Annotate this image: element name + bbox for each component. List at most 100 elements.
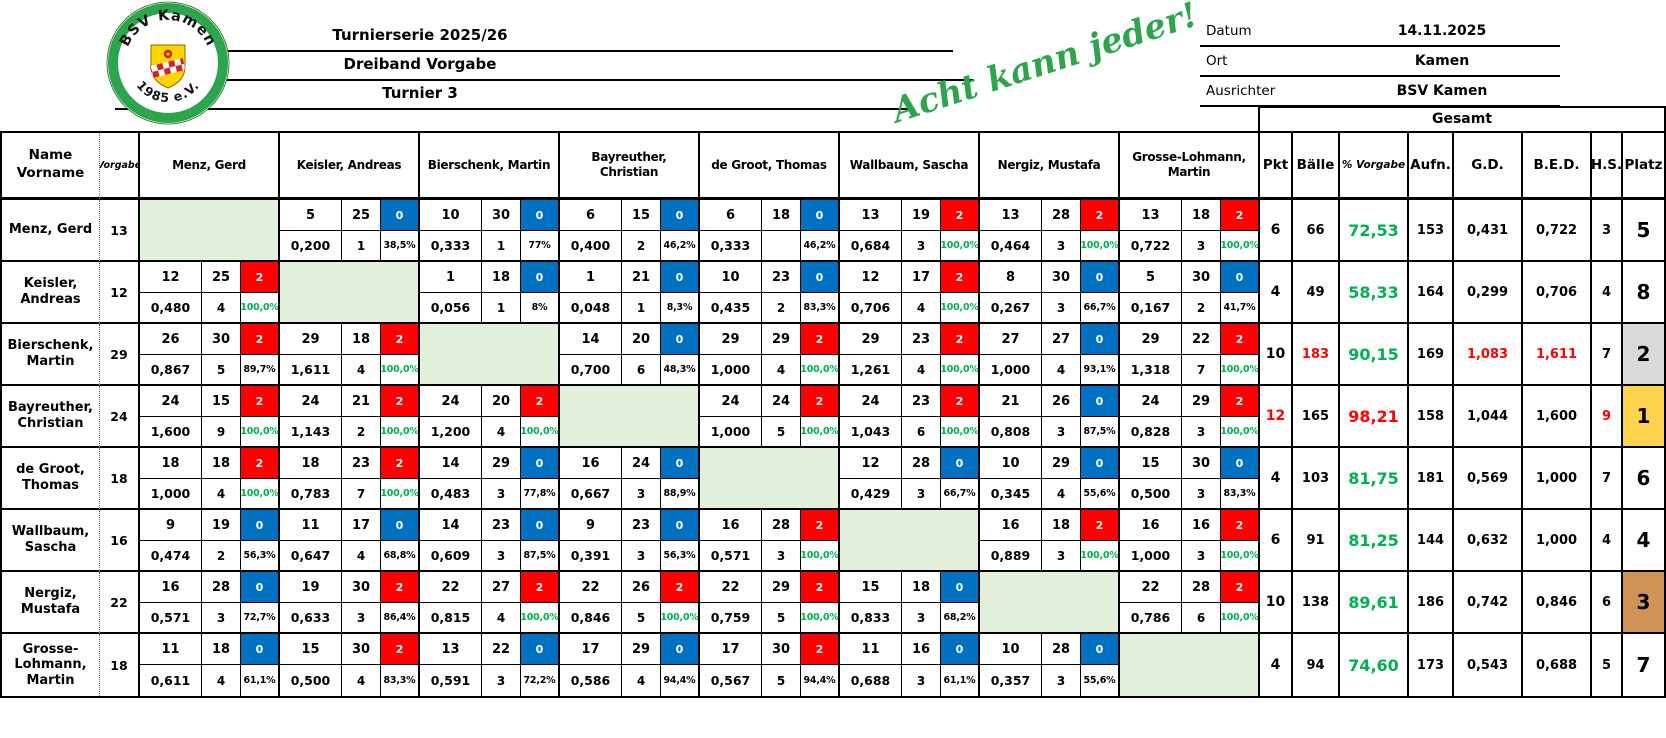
match-highrun: 1: [622, 293, 661, 324]
match-points: 2: [1221, 510, 1260, 541]
match-innings: 30: [202, 324, 241, 355]
total-vorgabe-pct: 89,61: [1340, 572, 1409, 634]
match-balls: 11: [280, 510, 342, 541]
match-innings: 25: [202, 262, 241, 293]
match-balls: 27: [980, 324, 1042, 355]
title-discipline: Dreiband Vorgabe: [343, 55, 497, 73]
match-vorgabe-pct: 100,0%: [941, 293, 980, 324]
total-aufnahmen: 186: [1409, 572, 1454, 634]
match-vorgabe-pct: 38,5%: [381, 231, 420, 262]
match-innings: 18: [482, 262, 521, 293]
match-points: 0: [801, 200, 840, 231]
match-average: 0,786: [1120, 603, 1182, 634]
total-pkt: 10: [1260, 324, 1293, 386]
match-highrun: 2: [622, 231, 661, 262]
match-average: 0,667: [560, 479, 622, 510]
match-innings: 28: [1042, 200, 1081, 231]
total-platz: 5: [1623, 200, 1664, 262]
total-vorgabe-pct: 74,60: [1340, 634, 1409, 696]
match-balls: 24: [420, 386, 482, 417]
total-baelle: 165: [1293, 386, 1340, 448]
match-average: 0,567: [700, 665, 762, 696]
diagonal-cell: [700, 448, 840, 510]
match-vorgabe-pct: 100,0%: [801, 603, 840, 634]
total-bed: 0,688: [1523, 634, 1592, 696]
match-balls: 13: [420, 634, 482, 665]
match-innings: 29: [1042, 448, 1081, 479]
match-vorgabe-pct: 41,7%: [1221, 293, 1260, 324]
match-vorgabe-pct: 100,0%: [1221, 603, 1260, 634]
match-vorgabe-pct: 88,9%: [661, 479, 700, 510]
match-innings: 22: [1182, 324, 1221, 355]
gesamt-col-header: Aufn.: [1409, 133, 1454, 200]
match-balls: 24: [840, 386, 902, 417]
match-innings: 18: [902, 572, 941, 603]
match-vorgabe-pct: 100,0%: [1221, 231, 1260, 262]
match-average: 1,200: [420, 417, 482, 448]
total-pkt: 4: [1260, 262, 1293, 324]
match-innings: 18: [762, 200, 801, 231]
match-innings: 28: [762, 510, 801, 541]
match-points: 2: [521, 386, 560, 417]
total-pkt: 6: [1260, 200, 1293, 262]
match-average: 0,684: [840, 231, 902, 262]
match-points: 2: [381, 448, 420, 479]
match-points: 2: [521, 572, 560, 603]
match-innings: 29: [482, 448, 521, 479]
match-balls: 13: [980, 200, 1042, 231]
total-vorgabe-pct: 90,15: [1340, 324, 1409, 386]
match-vorgabe-pct: 100,0%: [381, 479, 420, 510]
match-vorgabe-pct: 61,1%: [241, 665, 280, 696]
club-logo-icon: BSV Kamen 1985 e.V.: [106, 1, 230, 125]
gesamt-col-header: B.E.D.: [1523, 133, 1592, 200]
match-points: 2: [801, 386, 840, 417]
match-points: 2: [241, 386, 280, 417]
match-highrun: 4: [622, 665, 661, 696]
match-highrun: 5: [762, 603, 801, 634]
match-innings: 29: [762, 572, 801, 603]
match-highrun: 3: [762, 541, 801, 572]
match-vorgabe-pct: 87,5%: [1081, 417, 1120, 448]
match-average: 1,000: [700, 355, 762, 386]
total-bed: 1,000: [1523, 448, 1592, 510]
match-highrun: 4: [482, 603, 521, 634]
match-highrun: 5: [202, 355, 241, 386]
match-points: 2: [381, 386, 420, 417]
match-innings: 20: [622, 324, 661, 355]
total-bed: 0,846: [1523, 572, 1592, 634]
col-player-header: Bierschenk, Martin: [420, 133, 560, 200]
match-vorgabe-pct: 100,0%: [801, 417, 840, 448]
total-hs: 6: [1592, 572, 1623, 634]
total-pkt: 6: [1260, 510, 1293, 572]
match-innings: 28: [902, 448, 941, 479]
match-balls: 15: [840, 572, 902, 603]
match-vorgabe-pct: 86,4%: [381, 603, 420, 634]
gesamt-caption: Gesamt: [1258, 106, 1666, 131]
match-highrun: 3: [902, 231, 941, 262]
vorgabe-value: 24: [100, 386, 140, 448]
match-highrun: 3: [202, 603, 241, 634]
match-vorgabe-pct: 46,2%: [661, 231, 700, 262]
match-balls: 16: [140, 572, 202, 603]
match-vorgabe-pct: 66,7%: [1081, 293, 1120, 324]
place-value: Kamen: [1414, 53, 1470, 69]
diagonal-cell: [560, 386, 700, 448]
match-points: 0: [241, 510, 280, 541]
total-vorgabe-pct: 58,33: [1340, 262, 1409, 324]
match-average: 1,043: [840, 417, 902, 448]
match-vorgabe-pct: 55,6%: [1081, 665, 1120, 696]
match-average: 0,435: [700, 293, 762, 324]
event-info: Datum 14.11.2025 Ort Kamen Ausrichter BS…: [1200, 17, 1560, 107]
match-highrun: 6: [1182, 603, 1221, 634]
match-innings: 29: [622, 634, 661, 665]
match-balls: 14: [420, 510, 482, 541]
match-average: 0,808: [980, 417, 1042, 448]
total-platz: 3: [1623, 572, 1664, 634]
match-innings: 29: [1182, 386, 1221, 417]
row-player-name: Bayreuther, Christian: [2, 386, 100, 448]
match-vorgabe-pct: 100,0%: [1221, 541, 1260, 572]
match-highrun: 2: [342, 417, 381, 448]
diagonal-cell: [420, 324, 560, 386]
match-vorgabe-pct: 100,0%: [241, 417, 280, 448]
match-points: 2: [381, 634, 420, 665]
